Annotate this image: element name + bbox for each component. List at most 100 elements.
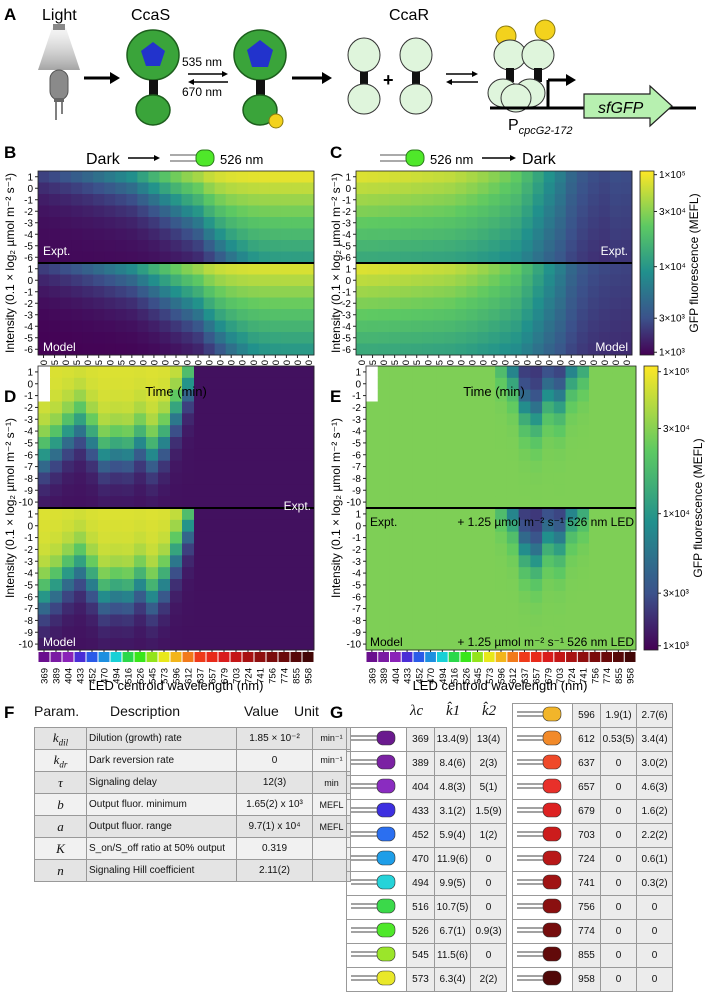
heatmap-cell (38, 263, 50, 275)
heatmap-cell (290, 377, 303, 391)
heatmap-cell (86, 614, 99, 627)
heatmap-cell (290, 448, 303, 462)
param-unit: min (312, 771, 351, 794)
colorbar-tick-label: 1×10⁴ (663, 509, 690, 520)
led-k2: 0 (636, 919, 673, 944)
heatmap-cell (471, 614, 484, 627)
heatmap-cell (104, 309, 116, 321)
led-color-swatch (50, 652, 62, 662)
heatmap-cell (86, 638, 99, 651)
heatmap-cell (624, 448, 637, 462)
heatmap-cell (389, 602, 402, 615)
led-color-swatch (378, 652, 389, 662)
heatmap-cell (38, 205, 50, 218)
heatmap-cell (242, 484, 255, 497)
panel-c-title-526: 526 nm (430, 152, 473, 167)
heatmap-cell (366, 555, 379, 568)
led-icon (517, 946, 562, 962)
heatmap-cell (495, 389, 508, 402)
heatmap-cell (38, 332, 50, 344)
heatmap-cell (50, 602, 63, 615)
led-row: 958 0 0 (512, 967, 673, 992)
heatmap-cell (518, 602, 531, 615)
heatmap-cell (254, 496, 267, 509)
heatmap-cell (565, 194, 578, 206)
heatmap-cell (302, 263, 315, 275)
y-tick-label: -2 (352, 403, 361, 414)
heatmap-cell (278, 389, 291, 402)
heatmap-cell (206, 377, 219, 391)
heatmap-cell (612, 543, 625, 556)
x-tick-label: 612 (508, 668, 519, 684)
heatmap-cell (424, 543, 437, 556)
heatmap-cell (477, 194, 489, 206)
param-description: Dilution (growth) rate (86, 727, 237, 750)
heatmap-cell (302, 309, 315, 321)
heatmap-cell (499, 171, 511, 183)
y-tick-label: -4 (352, 427, 361, 438)
heatmap-cell (424, 590, 437, 604)
heatmap-cell (471, 389, 484, 402)
led-k2: 2(3) (470, 751, 507, 776)
heatmap-cell (50, 448, 63, 462)
y-tick-label: 0 (27, 379, 33, 390)
heatmap-cell (400, 320, 412, 333)
heatmap-cell (448, 460, 461, 473)
heatmap-cell (266, 413, 279, 426)
heatmap-cell (148, 182, 160, 195)
heatmap-cell (203, 286, 216, 298)
heatmap-cell (577, 626, 590, 639)
heatmap-cell (82, 343, 94, 356)
heatmap-cell (302, 377, 315, 391)
heatmap-cell (182, 413, 195, 426)
heatmap-cell (356, 228, 368, 241)
heatmap-cell (366, 602, 379, 615)
heatmap-cell (50, 638, 63, 651)
heatmap-cell (542, 555, 555, 568)
heatmap-cell (50, 508, 63, 521)
heatmap-cell (576, 297, 589, 310)
heatmap-cell (459, 531, 473, 544)
heatmap-cell (218, 531, 231, 544)
heatmap-cell (280, 274, 293, 287)
led-k2: 4.6(3) (636, 775, 673, 800)
heatmap-cell (62, 519, 75, 533)
heatmap-cell (518, 460, 531, 473)
heatmap-cell (86, 590, 99, 604)
heatmap-cell (576, 240, 589, 252)
heatmap-cell (258, 332, 271, 344)
heatmap-cell (218, 460, 231, 473)
x-tick-label: 774 (602, 668, 613, 684)
heatmap-cell (609, 240, 622, 252)
heatmap-cell (254, 626, 267, 639)
heatmap-cell (510, 171, 522, 183)
heatmap-cell (104, 240, 116, 252)
heatmap-cell (122, 519, 135, 533)
heatmap-cell (134, 579, 147, 592)
heatmap-cell (38, 602, 51, 615)
x-tick-label: 433 (76, 668, 87, 684)
heatmap-cell (242, 638, 255, 651)
heatmap-cell (49, 286, 61, 298)
heatmap-cell (565, 297, 578, 310)
heatmap-cell (612, 531, 625, 544)
y-axis-label: Intensity (0.1 × log₂ µmol m⁻² s⁻¹) (3, 418, 17, 598)
heatmap-cell (146, 614, 159, 627)
heatmap-cell (477, 228, 489, 241)
led-icon (351, 874, 396, 890)
heatmap-cell (148, 343, 160, 356)
heatmap-cell (242, 448, 255, 462)
arrow-icon (292, 72, 332, 84)
heatmap-cell (203, 171, 216, 183)
heatmap-cell (532, 343, 545, 356)
led-icon (517, 802, 562, 818)
heatmap-cell (553, 590, 566, 604)
heatmap-cell (110, 614, 123, 627)
heatmap-cell (620, 228, 633, 241)
heatmap-cell (159, 182, 171, 195)
heatmap-cell (400, 171, 412, 183)
heatmap-cell (71, 286, 83, 298)
heatmap-cell (194, 496, 207, 509)
heatmap-cell (110, 508, 123, 521)
